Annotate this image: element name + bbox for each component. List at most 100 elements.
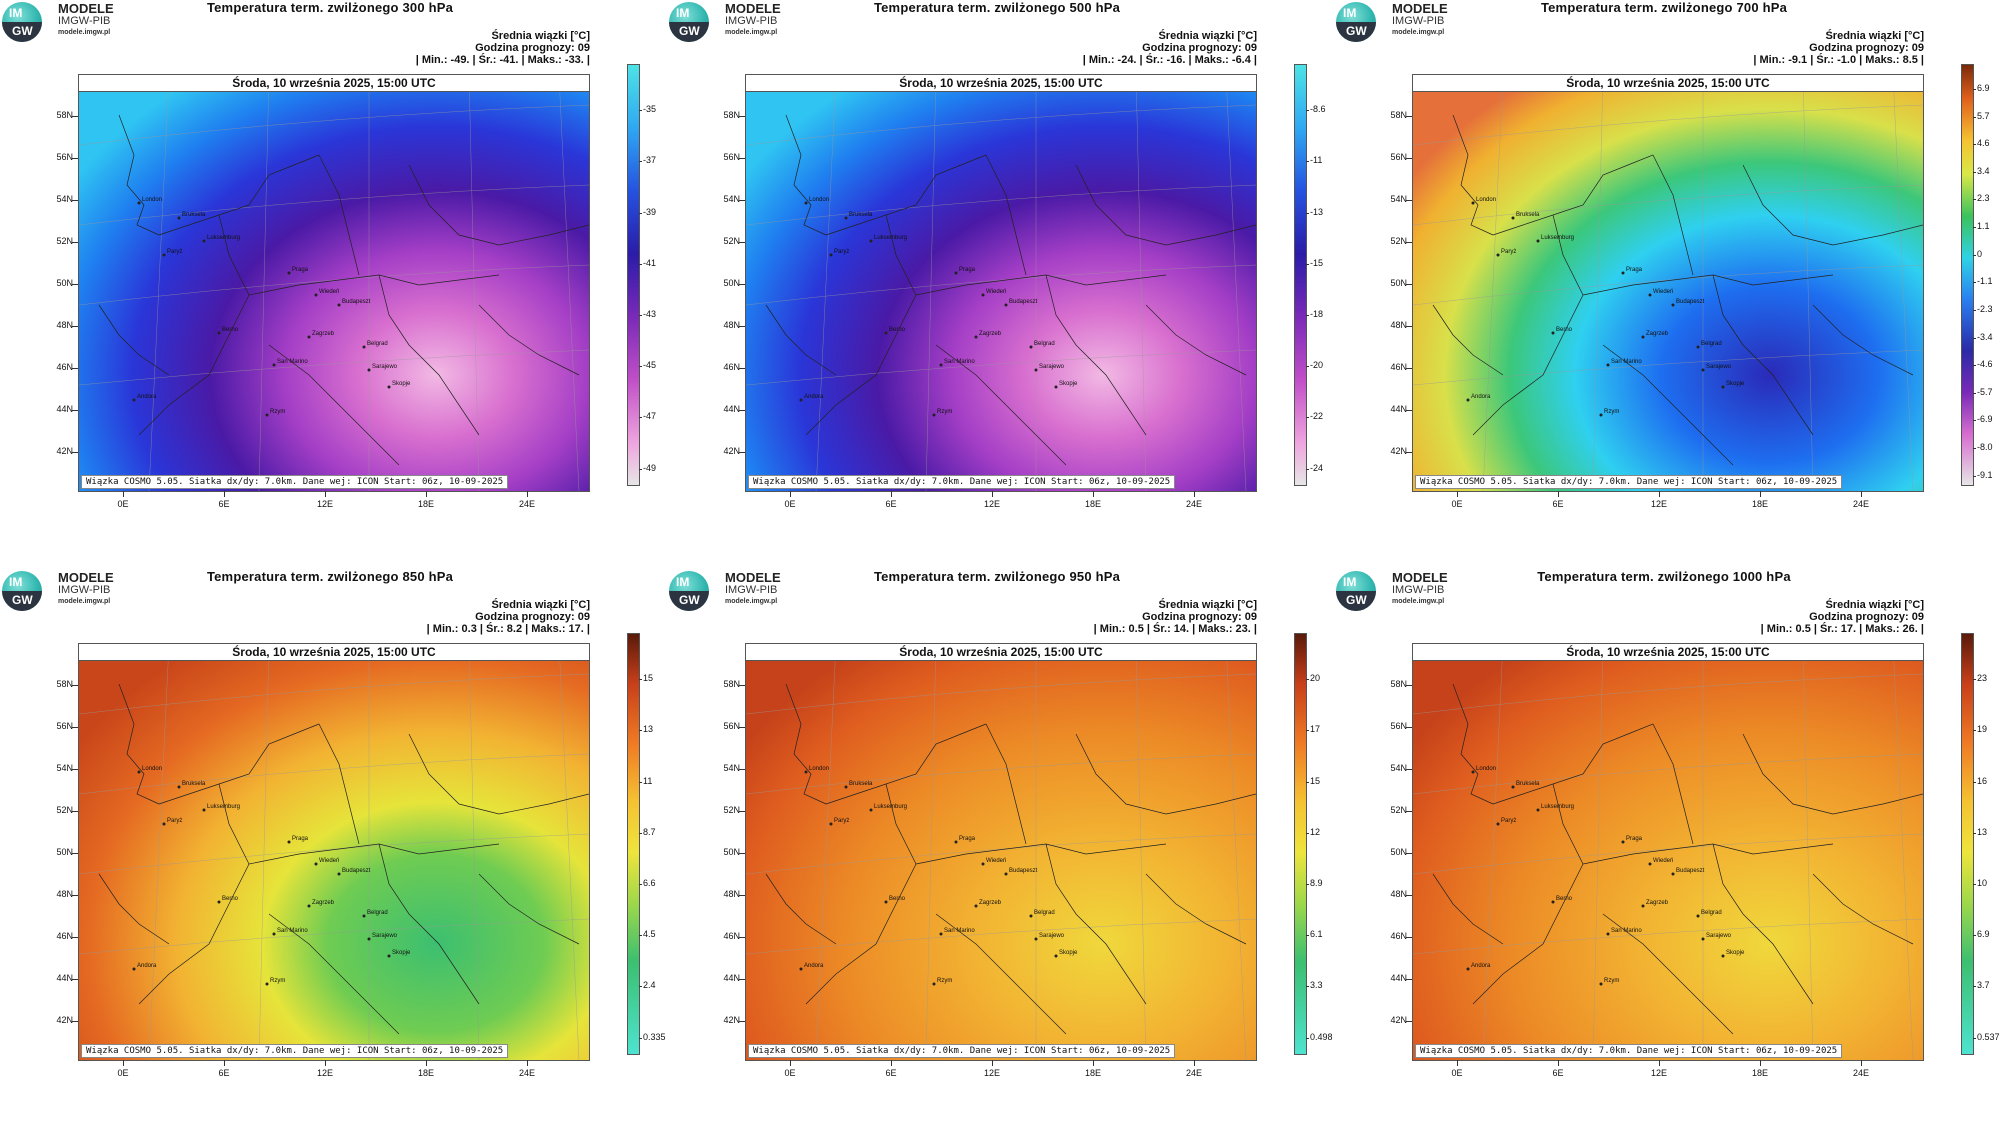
lat-tick-label: 52N (56, 236, 73, 246)
panel-title: Temperatura term. zwilżonego 850 hPa (206, 569, 454, 584)
scale-tick (1306, 263, 1309, 265)
lon-tick (1093, 491, 1094, 497)
city-label: Praga (1626, 836, 1643, 842)
lat-tick-label: 56N (56, 152, 73, 162)
city-label: Sarajewo (1039, 933, 1065, 939)
city-label: San Marino (1611, 928, 1642, 934)
city-label: London (142, 766, 162, 772)
city-label: Andora (1471, 394, 1491, 400)
scale-label: 1.1 (1977, 221, 1990, 232)
logo-line1: MODELE (58, 1, 114, 16)
lat-tick (1406, 242, 1412, 243)
scale-tick (639, 314, 642, 316)
lat-tick (1406, 685, 1412, 686)
city-label: Budapeszt (1676, 299, 1705, 305)
city-marker: Bruksela (177, 781, 206, 789)
scale-label: 17 (1310, 724, 1321, 735)
scale-tick (1973, 337, 1976, 339)
lat-tick (72, 727, 78, 728)
city-marker: London (804, 197, 829, 205)
scale-label: -9.1 (1977, 469, 1993, 480)
city-marker: Skopje (1054, 381, 1078, 389)
scale-label: 8.7 (643, 826, 656, 837)
lat-tick (72, 769, 78, 770)
lat-tick (739, 326, 745, 327)
logo-badge-top: IM (676, 6, 690, 20)
lon-tick (1558, 1060, 1559, 1066)
city-marker: Andora (799, 963, 824, 971)
logo-badge-top: IM (9, 575, 23, 589)
lon-tick (325, 491, 326, 497)
panel-subtitle: Średnia wiązki [°C] (1825, 599, 1924, 611)
forecast-panel: IM GW MODELE IMGW-PIB modele.imgw.pl Tem… (1334, 569, 2000, 1137)
logo-badge-icon: IM GW (669, 571, 709, 611)
city-label: Zagrzeb (979, 331, 1002, 337)
lon-tick (1194, 491, 1195, 497)
valid-date: Środa, 10 września 2025, 15:00 UTC (79, 75, 589, 92)
city-label: Rzym (270, 409, 285, 415)
scale-label: -13 (1310, 206, 1324, 217)
scale-label: 16 (1977, 775, 1988, 786)
city-marker: Budapeszt (337, 868, 371, 876)
city-label: Rzym (1604, 409, 1619, 415)
lat-tick-label: 42N (56, 1015, 73, 1025)
scale-tick (1973, 935, 1976, 937)
lat-tick-label: 52N (1390, 805, 1407, 815)
city-label: Budapeszt (1009, 868, 1038, 874)
lon-tick (1457, 1060, 1458, 1066)
scale-label: -37 (643, 155, 657, 166)
scale-label: 20 (1310, 673, 1321, 684)
scale-tick (1973, 448, 1976, 450)
logo-line1: MODELE (1392, 1, 1448, 16)
city-marker: Berno (884, 327, 906, 335)
lon-tick (891, 491, 892, 497)
scale-label: -8.6 (1310, 104, 1326, 115)
lat-tick-label: 56N (1390, 152, 1407, 162)
map-area: Środa, 10 września 2025, 15:00 UTC (78, 643, 590, 1061)
scale-label: -41 (643, 257, 657, 268)
city-marker: Bruksela (844, 212, 873, 220)
city-label: Wiedeń (986, 289, 1006, 295)
city-label: Zagrzeb (979, 900, 1002, 906)
city-marker: Belgrad (362, 910, 388, 918)
city-marker: San Marino (1606, 928, 1642, 936)
city-label: Skopje (1059, 381, 1078, 387)
lon-tick (1558, 491, 1559, 497)
imgw-logo: IM GW MODELE IMGW-PIB modele.imgw.pl (2, 569, 132, 613)
panel-title: Temperatura term. zwilżonego 500 hPa (873, 0, 1121, 15)
lon-tick (992, 1060, 993, 1066)
color-scale (1294, 64, 1307, 486)
scale-tick (1306, 679, 1309, 681)
panel-stats: | Min.: -24. | Śr.: -16. | Maks.: -6.4 | (1082, 54, 1257, 66)
lon-tick (224, 1060, 225, 1066)
city-label: Paryż (1501, 249, 1516, 255)
logo-badge-icon: IM GW (1336, 571, 1376, 611)
logo-line3: modele.imgw.pl (58, 598, 111, 605)
city-marker: Paryż (829, 818, 849, 826)
lon-tick-label: 0E (784, 499, 796, 509)
lat-tick-label: 56N (1390, 721, 1407, 731)
lat-tick-label: 48N (723, 320, 740, 330)
graticule (746, 644, 1256, 1060)
scale-tick (1973, 392, 1976, 394)
model-footer: Wiązka COSMO 5.05. Siatka dx/dy: 7.0km. … (748, 1044, 1176, 1058)
scale-label: -3.4 (1977, 331, 1993, 342)
scale-label: -6.9 (1977, 414, 1993, 425)
panel-info: Średnia wiązki [°C] Godzina prognozy: 09… (416, 30, 590, 66)
lon-tick (992, 491, 993, 497)
panel-stats: | Min.: 0.3 | Śr.: 8.2 | Maks.: 17. | (426, 623, 590, 635)
lon-tick (123, 1060, 124, 1066)
lat-tick-label: 56N (56, 721, 73, 731)
logo-badge-top: IM (1343, 575, 1357, 589)
logo-badge-bottom: GW (679, 24, 700, 38)
scale-tick (1306, 986, 1309, 988)
lat-tick-label: 52N (723, 236, 740, 246)
lon-tick (1659, 491, 1660, 497)
lon-tick-label: 24E (1185, 499, 1202, 509)
logo-badge-top: IM (1343, 6, 1357, 20)
lat-tick-label: 50N (56, 278, 73, 288)
scale-tick (1306, 212, 1309, 214)
city-marker: Andora (132, 963, 157, 971)
lat-tick-label: 48N (1390, 889, 1407, 899)
scale-label: 2.3 (1977, 193, 1990, 204)
